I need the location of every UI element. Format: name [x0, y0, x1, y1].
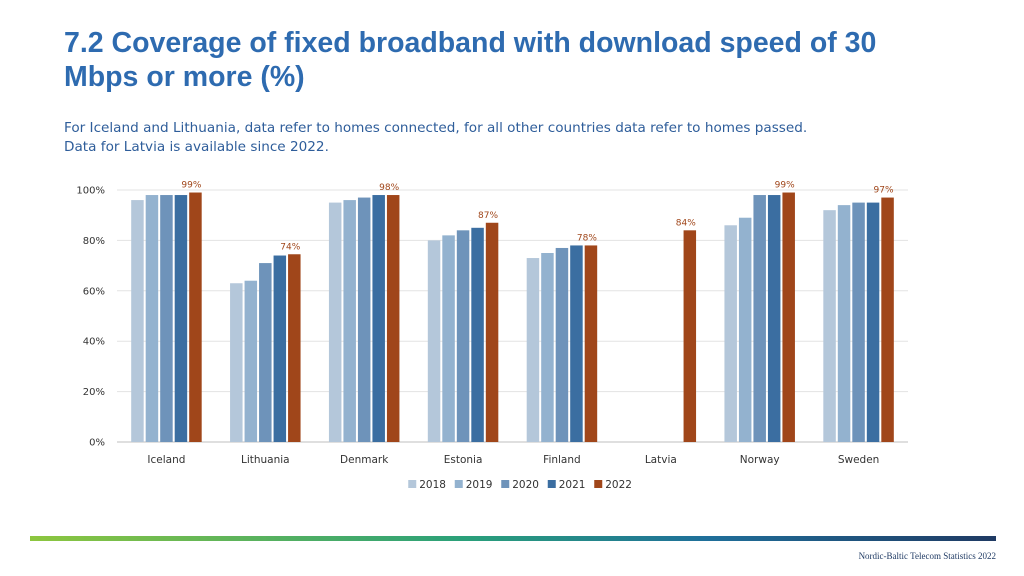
- bar-lithuania-2019: [244, 280, 258, 442]
- legend-swatch-2021: [547, 480, 556, 488]
- legend-swatch-2020: [501, 480, 510, 488]
- y-tick-label: 20%: [83, 387, 105, 398]
- bar-denmark-2022: [386, 195, 400, 442]
- legend-label: 2021: [559, 479, 586, 491]
- bar-estonia-2020: [456, 230, 470, 442]
- bar-lithuania-2018: [230, 283, 243, 442]
- bar-denmark-2021: [372, 195, 385, 442]
- x-category-label: Norway: [740, 454, 780, 466]
- legend-label: 2022: [605, 479, 632, 491]
- bar-lithuania-2022: [288, 254, 301, 442]
- bar-finland-2018: [526, 258, 540, 442]
- bar-finland-2022: [584, 245, 598, 442]
- y-tick-label: 0%: [89, 438, 105, 449]
- bar-iceland-2021: [174, 195, 188, 442]
- data-label: 97%: [874, 186, 894, 196]
- bar-norway-2019: [738, 217, 752, 442]
- bar-finland-2020: [555, 247, 569, 442]
- footer-gradient-line: [30, 536, 996, 541]
- bar-finland-2021: [570, 245, 583, 442]
- bar-norway-2018: [724, 225, 737, 442]
- bar-finland-2019: [541, 253, 554, 442]
- legend-swatch-2018: [408, 480, 417, 488]
- bar-sweden-2022: [881, 197, 894, 442]
- subtitle-line-1: For Iceland and Lithuania, data refer to…: [64, 120, 808, 136]
- bar-norway-2021: [767, 195, 781, 442]
- subtitle-line-2: Data for Latvia is available since 2022.: [64, 139, 329, 155]
- legend-swatch-2019: [454, 480, 463, 488]
- footer-text: Nordic-Baltic Telecom Statistics 2022: [858, 551, 996, 561]
- x-category-label: Denmark: [340, 454, 389, 466]
- x-category-label: Lithuania: [241, 454, 290, 466]
- bar-iceland-2020: [160, 195, 173, 442]
- y-tick-label: 40%: [83, 337, 105, 348]
- bar-denmark-2020: [357, 197, 371, 442]
- bar-estonia-2018: [427, 240, 441, 442]
- bar-norway-2022: [782, 192, 795, 442]
- bar-norway-2020: [753, 195, 766, 442]
- y-tick-label: 100%: [76, 186, 105, 197]
- x-category-label: Estonia: [444, 454, 483, 466]
- data-label: 99%: [775, 181, 795, 191]
- bar-estonia-2019: [442, 235, 455, 442]
- chart-title: 7.2 Coverage of fixed broadband with dow…: [64, 27, 877, 93]
- x-category-label: Finland: [543, 454, 581, 466]
- x-category-label: Latvia: [645, 454, 677, 466]
- data-label: 78%: [577, 233, 597, 243]
- bar-estonia-2022: [485, 222, 499, 442]
- bar-sweden-2020: [852, 202, 865, 442]
- data-label: 98%: [379, 183, 399, 193]
- bar-denmark-2018: [328, 202, 342, 442]
- x-category-label: Iceland: [147, 454, 185, 466]
- data-label: 87%: [478, 211, 498, 221]
- bar-estonia-2021: [471, 227, 484, 442]
- y-tick-label: 80%: [83, 236, 105, 247]
- data-label: 99%: [181, 181, 201, 191]
- bar-iceland-2019: [145, 195, 159, 442]
- bar-iceland-2018: [131, 200, 144, 442]
- legend-label: 2018: [419, 479, 446, 491]
- x-category-label: Sweden: [838, 454, 880, 466]
- bar-sweden-2018: [823, 210, 836, 442]
- bar-iceland-2022: [189, 192, 202, 442]
- bar-denmark-2019: [343, 200, 356, 442]
- data-label: 84%: [676, 218, 696, 228]
- bar-sweden-2021: [866, 202, 880, 442]
- legend-swatch-2022: [594, 480, 603, 488]
- legend-label: 2020: [512, 479, 539, 491]
- bar-sweden-2019: [837, 205, 851, 442]
- legend-label: 2019: [466, 479, 493, 491]
- data-label: 74%: [280, 242, 300, 252]
- bar-lithuania-2021: [273, 255, 287, 442]
- bar-lithuania-2020: [259, 263, 272, 442]
- chart-subtitle: For Iceland and Lithuania, data refer to…: [64, 119, 964, 157]
- y-tick-label: 60%: [83, 286, 105, 297]
- bar-latvia-2022: [683, 230, 697, 442]
